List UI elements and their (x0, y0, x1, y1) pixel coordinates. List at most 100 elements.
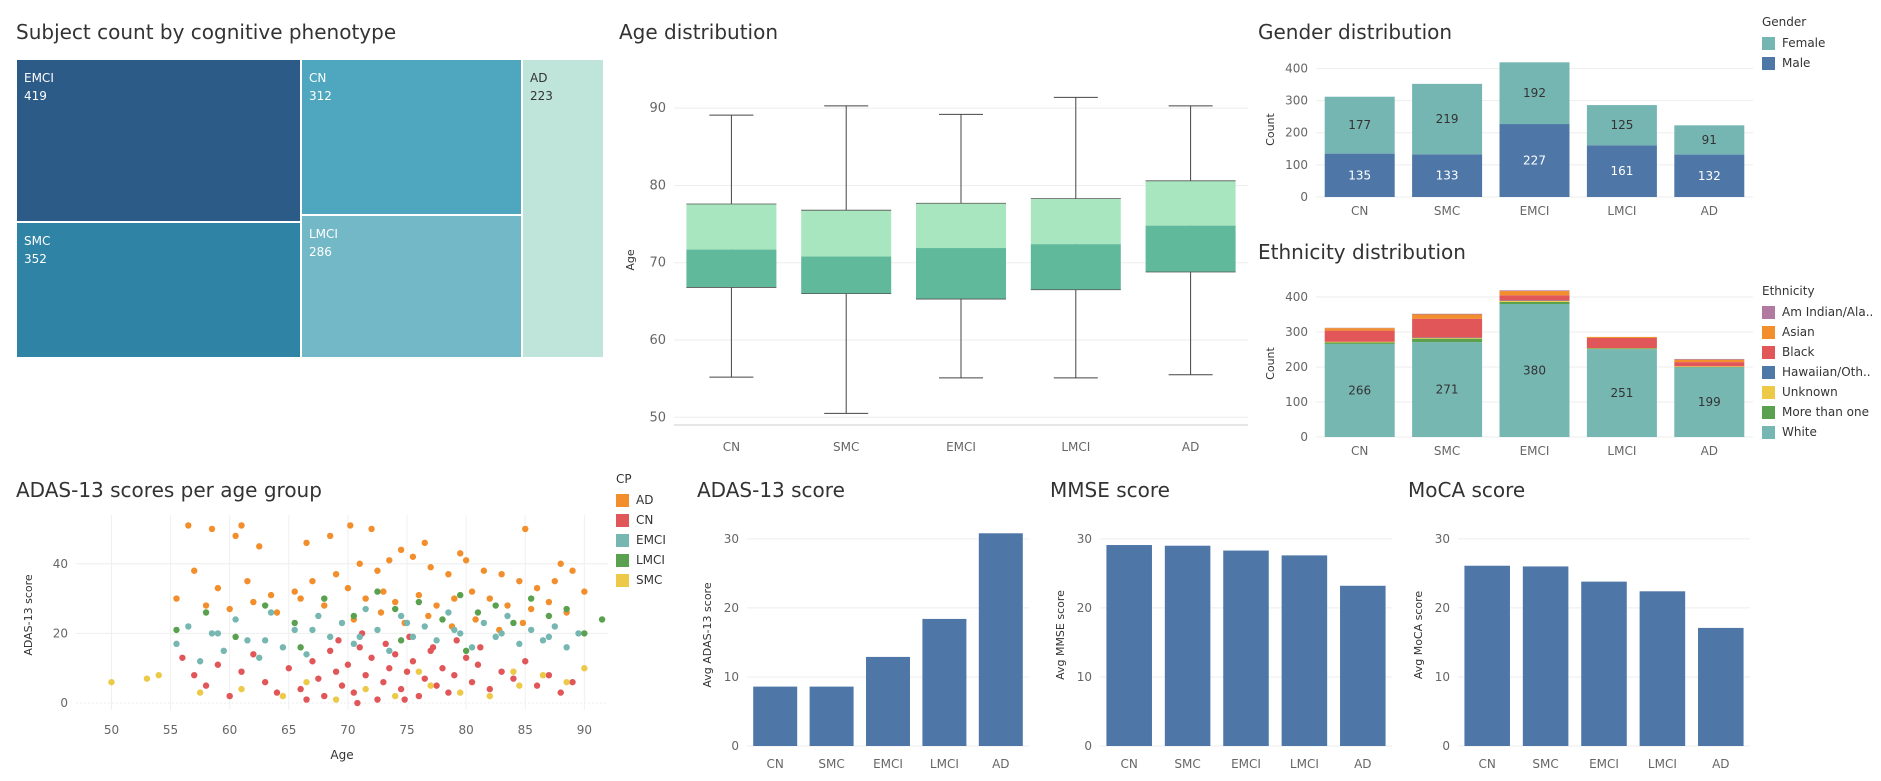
x-tick-label: EMCI (1231, 757, 1261, 771)
x-tick-label: AD (1701, 444, 1718, 458)
scatter-point (397, 546, 405, 554)
bar-segment (1412, 313, 1483, 315)
ethnicity-legend-item[interactable]: Am Indian/Ala.. (1762, 302, 1877, 322)
ethnicity-legend-item[interactable]: Black (1762, 342, 1877, 362)
y-tick-label: 10 (1077, 670, 1092, 684)
scatter-point (238, 522, 245, 529)
scatter-point (335, 637, 342, 644)
scatter-point (143, 675, 151, 682)
cp-legend-item[interactable]: AD (616, 490, 686, 510)
scatter-point (468, 588, 476, 595)
scatter-point (356, 644, 363, 651)
scatter-point (504, 602, 511, 609)
moca-bar-chart: 0 10 20 30 CN SMC EMCI LMCI AD Avg MoCA score (1412, 532, 1750, 771)
scatter-point (433, 682, 440, 689)
scatter-point (250, 598, 257, 606)
scatter-point (598, 616, 606, 623)
scatter-point (285, 665, 292, 672)
scatter-point (214, 584, 222, 592)
bar-value-label: 133 (1436, 169, 1459, 183)
bar-value-label: 135 (1348, 168, 1371, 182)
x-tick-label: LMCI (1607, 444, 1636, 458)
gender-legend-item[interactable]: Female (1762, 33, 1877, 53)
x-tick-label: SMC (818, 757, 844, 771)
scatter-point (474, 661, 482, 668)
cp-legend-swatch (616, 513, 629, 527)
scatter-point (191, 671, 198, 679)
bar-value-label: 380 (1523, 364, 1546, 378)
scatter-point (326, 532, 334, 540)
y-tick-label: 30 (1077, 532, 1092, 546)
cp-legend-label: LMCI (636, 553, 665, 567)
scatter-point (486, 692, 493, 700)
scatter-point (108, 678, 115, 686)
treemap-cell-cn[interactable]: CN 312 (301, 59, 522, 215)
scatter-point (232, 532, 239, 540)
scatter-point (457, 630, 464, 637)
x-tick-label: CN (1351, 204, 1368, 218)
scatter-point (208, 630, 216, 637)
treemap-label-ad: AD 223 (530, 71, 553, 103)
treemap-label-lmci: LMCI 286 (309, 227, 338, 259)
bar (1698, 627, 1744, 746)
ethnicity-legend-item[interactable]: Hawaiian/Oth.. (1762, 362, 1877, 382)
moca-title: MoCA score (1408, 478, 1526, 502)
scatter-point (374, 588, 381, 595)
scatter-point (551, 577, 558, 585)
ethnicity-legend-item[interactable]: Asian (1762, 322, 1877, 342)
scatter-point (409, 633, 417, 641)
y-tick-label: 200 (1285, 360, 1308, 374)
treemap-cell-smc[interactable]: SMC 352 (16, 222, 301, 358)
scatter-point (504, 612, 511, 620)
cp-legend-swatch (616, 533, 629, 547)
scatter-point (291, 626, 298, 634)
scatter-point (472, 616, 479, 623)
treemap-cell-lmci[interactable]: LMCI 286 (301, 215, 522, 358)
cp-legend-item[interactable]: CN (616, 510, 686, 530)
bar-value-label: 177 (1348, 118, 1371, 132)
scatter-point (350, 640, 358, 648)
bar-segment (1324, 342, 1395, 344)
bar-segment (1674, 366, 1745, 367)
ethnicity-legend-label: Unknown (1782, 385, 1838, 399)
treemap-cell-emci[interactable]: EMCI 419 (16, 59, 301, 222)
y-axis-label: Count (1264, 112, 1277, 145)
scatter-point (421, 623, 428, 630)
scatter-point (303, 651, 310, 658)
cp-legend: CP AD CN EMCI LMCI SMC (616, 472, 686, 590)
scatter-point (220, 647, 227, 655)
bar (1223, 550, 1269, 746)
gender-legend-item[interactable]: Male (1762, 53, 1877, 73)
cp-legend-item[interactable]: LMCI (616, 550, 686, 570)
box-lower-quartile (1030, 244, 1121, 290)
gender-legend-swatch (1762, 36, 1775, 50)
scatter-point (315, 675, 322, 682)
scatter-title: ADAS-13 scores per age group (16, 478, 322, 502)
cp-legend-item[interactable]: SMC (616, 570, 686, 590)
scatter-point (374, 696, 381, 703)
y-tick-label: 200 (1285, 126, 1308, 140)
scatter-point (522, 525, 529, 533)
ethnicity-legend-item[interactable]: Unknown (1762, 382, 1877, 402)
scatter-point (338, 682, 346, 689)
bar (1106, 545, 1152, 746)
bar (1464, 565, 1510, 746)
ethnicity-legend-item[interactable]: White (1762, 422, 1877, 442)
scatter-point (256, 654, 263, 661)
scatter-point (362, 671, 369, 679)
adas-bar-chart: 0 10 20 30 CN SMC EMCI LMCI AD Avg ADAS-13 score (701, 532, 1029, 771)
scatter-point (202, 682, 210, 689)
scatter-point (356, 633, 363, 641)
cp-legend-item[interactable]: EMCI (616, 530, 686, 550)
treemap-cell-ad[interactable]: AD 223 (522, 59, 604, 358)
ethnicity-bar-chart: 0 100 200 300 400 CN SMC EMCI LMCI AD Count 266 271 3… (1264, 290, 1753, 458)
bar-segment (1674, 359, 1745, 363)
bar-segment (1499, 290, 1570, 292)
y-tick-label: 90 (649, 101, 666, 116)
y-axis-label: Avg MoCA score (1412, 591, 1425, 680)
ethnicity-legend-item[interactable]: More than one (1762, 402, 1877, 422)
scatter-point (474, 609, 482, 616)
scatter-point (362, 685, 369, 693)
gender-legend-swatch (1762, 56, 1775, 70)
bar-segment (1412, 337, 1483, 339)
